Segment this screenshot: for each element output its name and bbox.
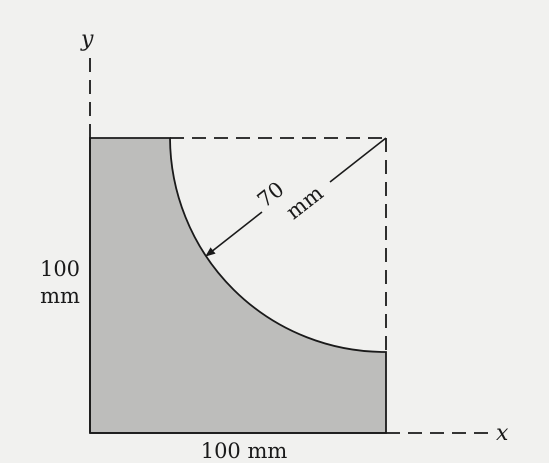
radius-arrow <box>205 211 263 257</box>
height-value-label: 100 <box>40 257 80 281</box>
radius-line-upper <box>329 137 387 183</box>
radius-label-group: 70 mm <box>253 177 328 224</box>
x-axis-label: x <box>496 421 509 446</box>
shaded-area <box>89 137 387 434</box>
y-axis-label: y <box>80 27 94 52</box>
radius-unit-label: mm <box>282 181 328 224</box>
width-label: 100 mm <box>201 439 288 463</box>
height-unit-label: mm <box>40 284 80 308</box>
